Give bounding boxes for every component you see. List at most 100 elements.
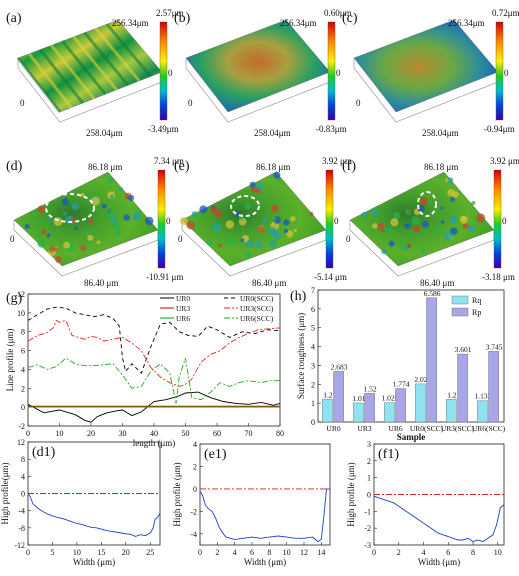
x-dimension-label: 86.40 μm <box>84 278 118 288</box>
x-dimension-label: 258.04μm <box>422 128 459 138</box>
surface-spot <box>72 202 80 210</box>
data-label: 6.586 <box>424 289 441 298</box>
surface-spot <box>408 209 411 212</box>
x-tick-label: 10 <box>494 548 502 557</box>
colorbar <box>496 22 503 120</box>
x-tick-label: 60 <box>213 429 221 438</box>
surface-spot <box>372 223 378 229</box>
surface-spot <box>309 212 313 216</box>
surface-spot <box>111 217 117 223</box>
surface-spot <box>361 212 367 218</box>
surface-spot <box>441 206 444 209</box>
surface-spot <box>226 237 234 245</box>
surface-spot <box>241 238 245 242</box>
y-tick-label: 0 <box>21 490 25 499</box>
surface-spot <box>428 201 432 205</box>
y-axis-label: High profile (μm) <box>346 462 356 526</box>
y-axis-label: Surface roughness (μm) <box>296 313 306 399</box>
y-axis-label: High profile (μm) <box>172 462 182 526</box>
x-axis-label: Width (μm) <box>73 557 115 567</box>
x-tick-label: 20 <box>122 548 130 557</box>
legend-entry: UR0(SCC) <box>240 294 274 303</box>
surface-spot <box>107 210 115 218</box>
surface-spot <box>114 229 122 237</box>
y-dimension-label: 86.18 μm <box>256 162 290 172</box>
colorbar-min-label: -0.94μm <box>484 124 515 134</box>
surface-spot <box>186 221 194 229</box>
legend-swatch <box>452 308 468 316</box>
surface-spot <box>62 198 69 205</box>
surface-spot <box>37 234 41 238</box>
colorbar-max-label: 3.92 μm <box>490 156 519 166</box>
y-dimension-label: 86.18 μm <box>424 162 458 172</box>
surface-spot <box>409 244 412 247</box>
surface-spot <box>452 215 458 221</box>
surface-spot <box>37 240 45 248</box>
bar-rq <box>446 399 456 422</box>
colorbar-mid-label: 0 <box>334 216 339 226</box>
x-tick-label: 80 <box>276 429 284 438</box>
surface-spot <box>80 245 86 251</box>
surface-spot <box>390 218 398 226</box>
surface-spot <box>107 177 114 184</box>
surface-spot <box>269 240 276 247</box>
x-tick-label: 15 <box>97 548 105 557</box>
x-tick-label: 25 <box>146 548 154 557</box>
y-tick-label: 0 <box>21 403 25 412</box>
surface-panel-f: (f) 86.18 μm 86.40 μm 0 3.92 μm 0 -3.18 μm <box>342 156 519 288</box>
surface-panel-e: (e) 86.18 μm86.40 μm03.92 μm0-5.14 μm <box>174 156 352 288</box>
surface-spot <box>468 225 475 232</box>
y-tick-label: 1 <box>367 474 371 483</box>
panel-label: (c) <box>342 11 358 26</box>
surface-spot <box>49 247 55 253</box>
x-tick-label: 2 <box>397 548 401 557</box>
bar-rq <box>322 399 332 422</box>
legend-swatch <box>452 296 468 304</box>
surface-panel-b: (b) 256.34μm258.04μm00.60μm0-0.83μm <box>174 8 352 138</box>
bar-rp <box>489 351 499 422</box>
x-tick-label: 70 <box>245 429 253 438</box>
x-tick-label: 5 <box>50 548 54 557</box>
origin-label: 0 <box>356 98 361 108</box>
surface-spot <box>255 241 262 248</box>
surface-spot <box>102 204 107 209</box>
x-dimension-label: 258.04μm <box>86 128 123 138</box>
x-tick-label: 2 <box>215 548 219 557</box>
surface-spot <box>119 187 123 191</box>
surface-spot <box>207 240 212 245</box>
surface-spot <box>128 195 134 201</box>
x-tick-label: 14 <box>317 548 325 557</box>
y-tick-label: -1 <box>364 507 371 516</box>
surface-spot <box>47 234 50 237</box>
y-axis-label: High profile(μm) <box>0 462 10 524</box>
surface-spot <box>381 229 384 232</box>
surface-spot <box>63 242 70 249</box>
x-dimension-label: 258.04μm <box>254 128 291 138</box>
surface-spot <box>63 212 67 216</box>
surface-spot <box>97 240 101 244</box>
surface-plot <box>186 20 330 112</box>
surface-spot <box>47 217 51 221</box>
surface-spot <box>444 232 453 241</box>
colorbar <box>160 22 167 120</box>
surface-spot <box>452 191 459 198</box>
surface-spot <box>463 223 469 229</box>
bar-rq <box>415 384 425 422</box>
surface-spot <box>411 216 419 224</box>
panel-label: (e) <box>174 159 190 174</box>
chart-h: 012345671.22.683UR01.011.52UR31.0251.774… <box>290 286 506 442</box>
bar-rp <box>458 354 468 422</box>
x-tick-label: UR3 <box>357 424 371 433</box>
y-tick-label: 8 <box>21 328 25 337</box>
surface-spot <box>284 229 288 233</box>
colorbar-min-label: -5.14 μm <box>314 272 347 282</box>
origin-label: 0 <box>10 234 15 244</box>
surface-spot <box>74 227 77 230</box>
surface-spot <box>290 216 295 221</box>
surface-spot <box>277 178 282 183</box>
x-tick-label: 50 <box>182 429 190 438</box>
y-tick-label: 3 <box>311 361 315 370</box>
data-label: 1.52 <box>364 384 377 393</box>
surface-spot <box>420 197 429 206</box>
colorbar-mid-label: 0 <box>166 216 171 226</box>
